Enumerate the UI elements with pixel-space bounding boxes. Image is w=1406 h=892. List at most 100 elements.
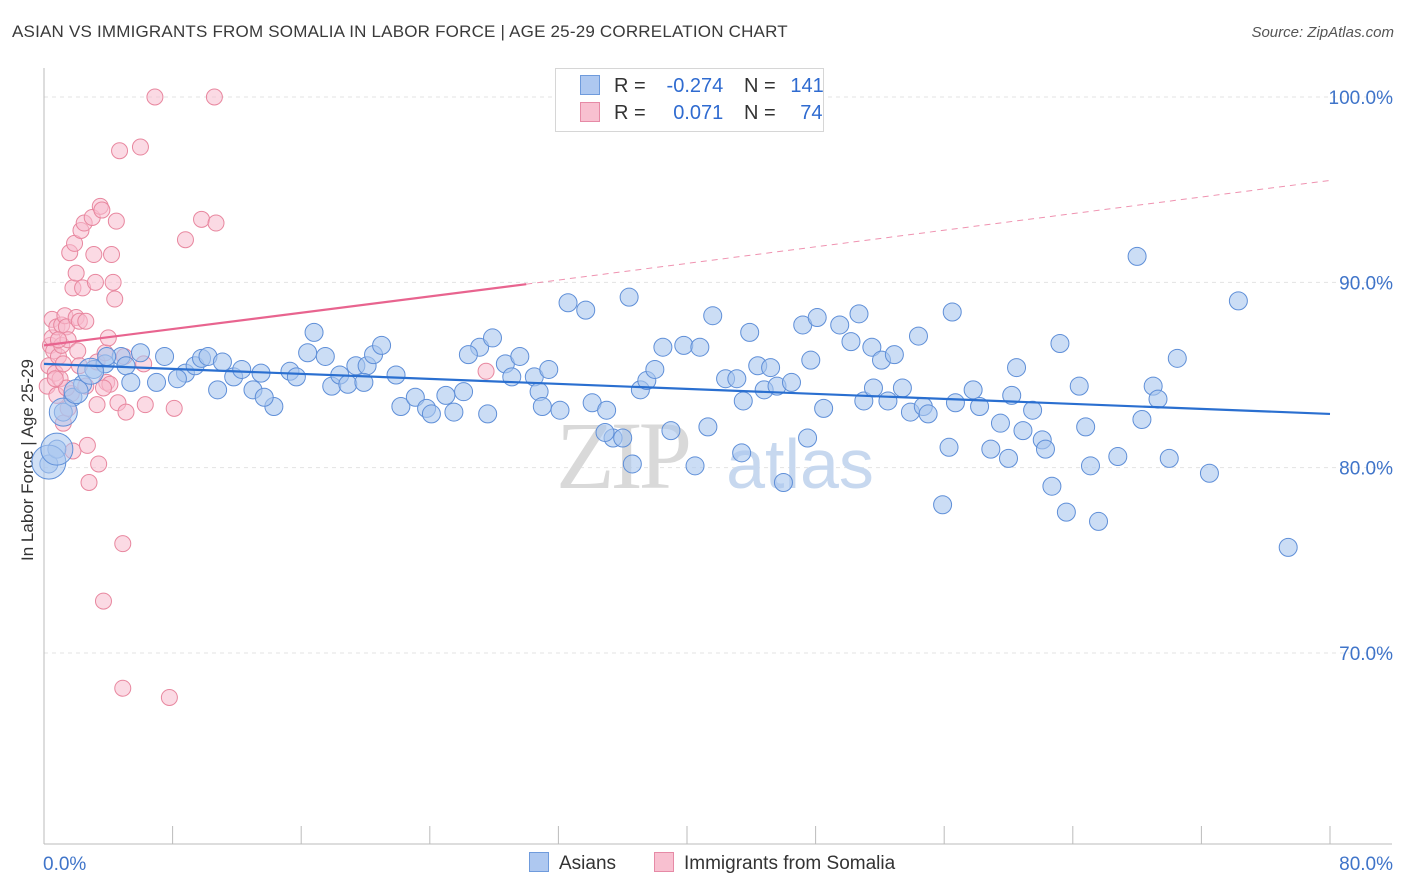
bottom-legend-somalia[interactable]: Immigrants from Somalia (654, 852, 895, 875)
asian-point (863, 378, 883, 398)
somalia-point (114, 679, 132, 697)
somalia-point (111, 142, 129, 160)
asian-point (130, 343, 150, 363)
asian-point (1007, 358, 1027, 378)
asian-point (478, 404, 498, 424)
asian-point (1050, 333, 1070, 353)
asian-point (613, 428, 633, 448)
legend-row-somalia: R = 0.071 N = 74 (580, 102, 832, 128)
somalia-point (103, 246, 121, 264)
asian-point (421, 404, 441, 424)
somalia-point (107, 212, 125, 230)
asian-point (1013, 421, 1033, 441)
asian-point (147, 372, 167, 392)
somalia-point (193, 210, 211, 228)
somalia-legend-swatch (654, 852, 674, 872)
asian-point (733, 391, 753, 411)
bottom-legend-asians[interactable]: Asians (529, 852, 616, 875)
somalia-point (49, 331, 67, 349)
asian-point (727, 369, 747, 389)
chart-title: ASIAN VS IMMIGRANTS FROM SOMALIA IN LABO… (12, 22, 788, 41)
somalia-point (77, 312, 95, 330)
asian-point (121, 372, 141, 392)
asian-point-large (63, 379, 89, 405)
asian-point (338, 374, 358, 394)
asian-point (622, 454, 642, 474)
somalia-point (205, 88, 223, 106)
asian-point (597, 400, 617, 420)
asian-point (1089, 511, 1109, 531)
asian-point (1199, 463, 1219, 483)
somalia-point (88, 396, 106, 414)
asian-point (761, 358, 781, 378)
asian-points (31, 246, 1298, 557)
asian-point (933, 495, 953, 515)
asian-point (841, 332, 861, 352)
somalia-point (176, 231, 194, 249)
y-tick-label: 70.0% (1339, 644, 1393, 665)
asian-point (939, 437, 959, 457)
y-tick-label: 100.0% (1329, 88, 1394, 109)
asian-point (918, 404, 938, 424)
somalia-point (477, 362, 495, 380)
asian-point (1148, 389, 1168, 409)
watermark-zip: ZIP (556, 402, 689, 509)
asian-point (1132, 409, 1152, 429)
y-tick-label: 90.0% (1339, 273, 1393, 294)
asian-point (862, 337, 882, 357)
asian-point (304, 322, 324, 342)
asian-point (619, 287, 639, 307)
asian-point (945, 393, 965, 413)
asians-swatch (580, 75, 600, 95)
asian-point (801, 350, 821, 370)
source-label: Source: ZipAtlas.com (1251, 24, 1394, 41)
asian-point (830, 315, 850, 335)
asian-point (990, 413, 1010, 433)
asian-point (963, 380, 983, 400)
asian-point (1159, 448, 1179, 468)
asian-point (1023, 400, 1043, 420)
legend-row-asians: R = -0.274 N = 141 (580, 75, 824, 101)
asian-point (354, 372, 374, 392)
asian-point (653, 337, 673, 357)
trend-lines (43, 179, 1331, 416)
asian-point (212, 352, 232, 372)
somalia-legend-label: Immigrants from Somalia (684, 853, 896, 874)
somalia-r-value: 0.071 (673, 102, 724, 124)
asian-point (372, 335, 392, 355)
asian-point (550, 400, 570, 420)
r-label: R = (614, 102, 646, 124)
asian-point (1056, 502, 1076, 522)
somalia-swatch (580, 102, 600, 122)
somalia-point (146, 88, 164, 106)
asian-point (732, 443, 752, 463)
asian-point (981, 439, 1001, 459)
asian-point (254, 387, 274, 407)
asian-point (690, 337, 710, 357)
asian-point (807, 308, 827, 328)
somalia-point (104, 273, 122, 291)
asian-point (298, 343, 318, 363)
asian-point (999, 448, 1018, 468)
somalia-point (80, 473, 98, 491)
somalia-point (85, 246, 103, 264)
asian-point (286, 367, 306, 387)
asian-point (436, 385, 456, 405)
asian-point (878, 391, 898, 411)
asian-point (444, 402, 464, 422)
asians-legend-swatch (529, 852, 549, 872)
asian-point (595, 422, 615, 442)
x-tick-label: 80.0% (1339, 854, 1393, 875)
asian-point (510, 346, 530, 366)
somalia-point (46, 370, 64, 388)
asian-point (454, 382, 474, 402)
asian-point (539, 359, 559, 379)
asian-point (849, 304, 869, 324)
asian-point (532, 397, 552, 417)
asian-point (740, 322, 760, 342)
asian-point (208, 380, 228, 400)
asian-point (155, 346, 175, 366)
asian-point (970, 397, 990, 417)
asian-point (558, 293, 578, 313)
